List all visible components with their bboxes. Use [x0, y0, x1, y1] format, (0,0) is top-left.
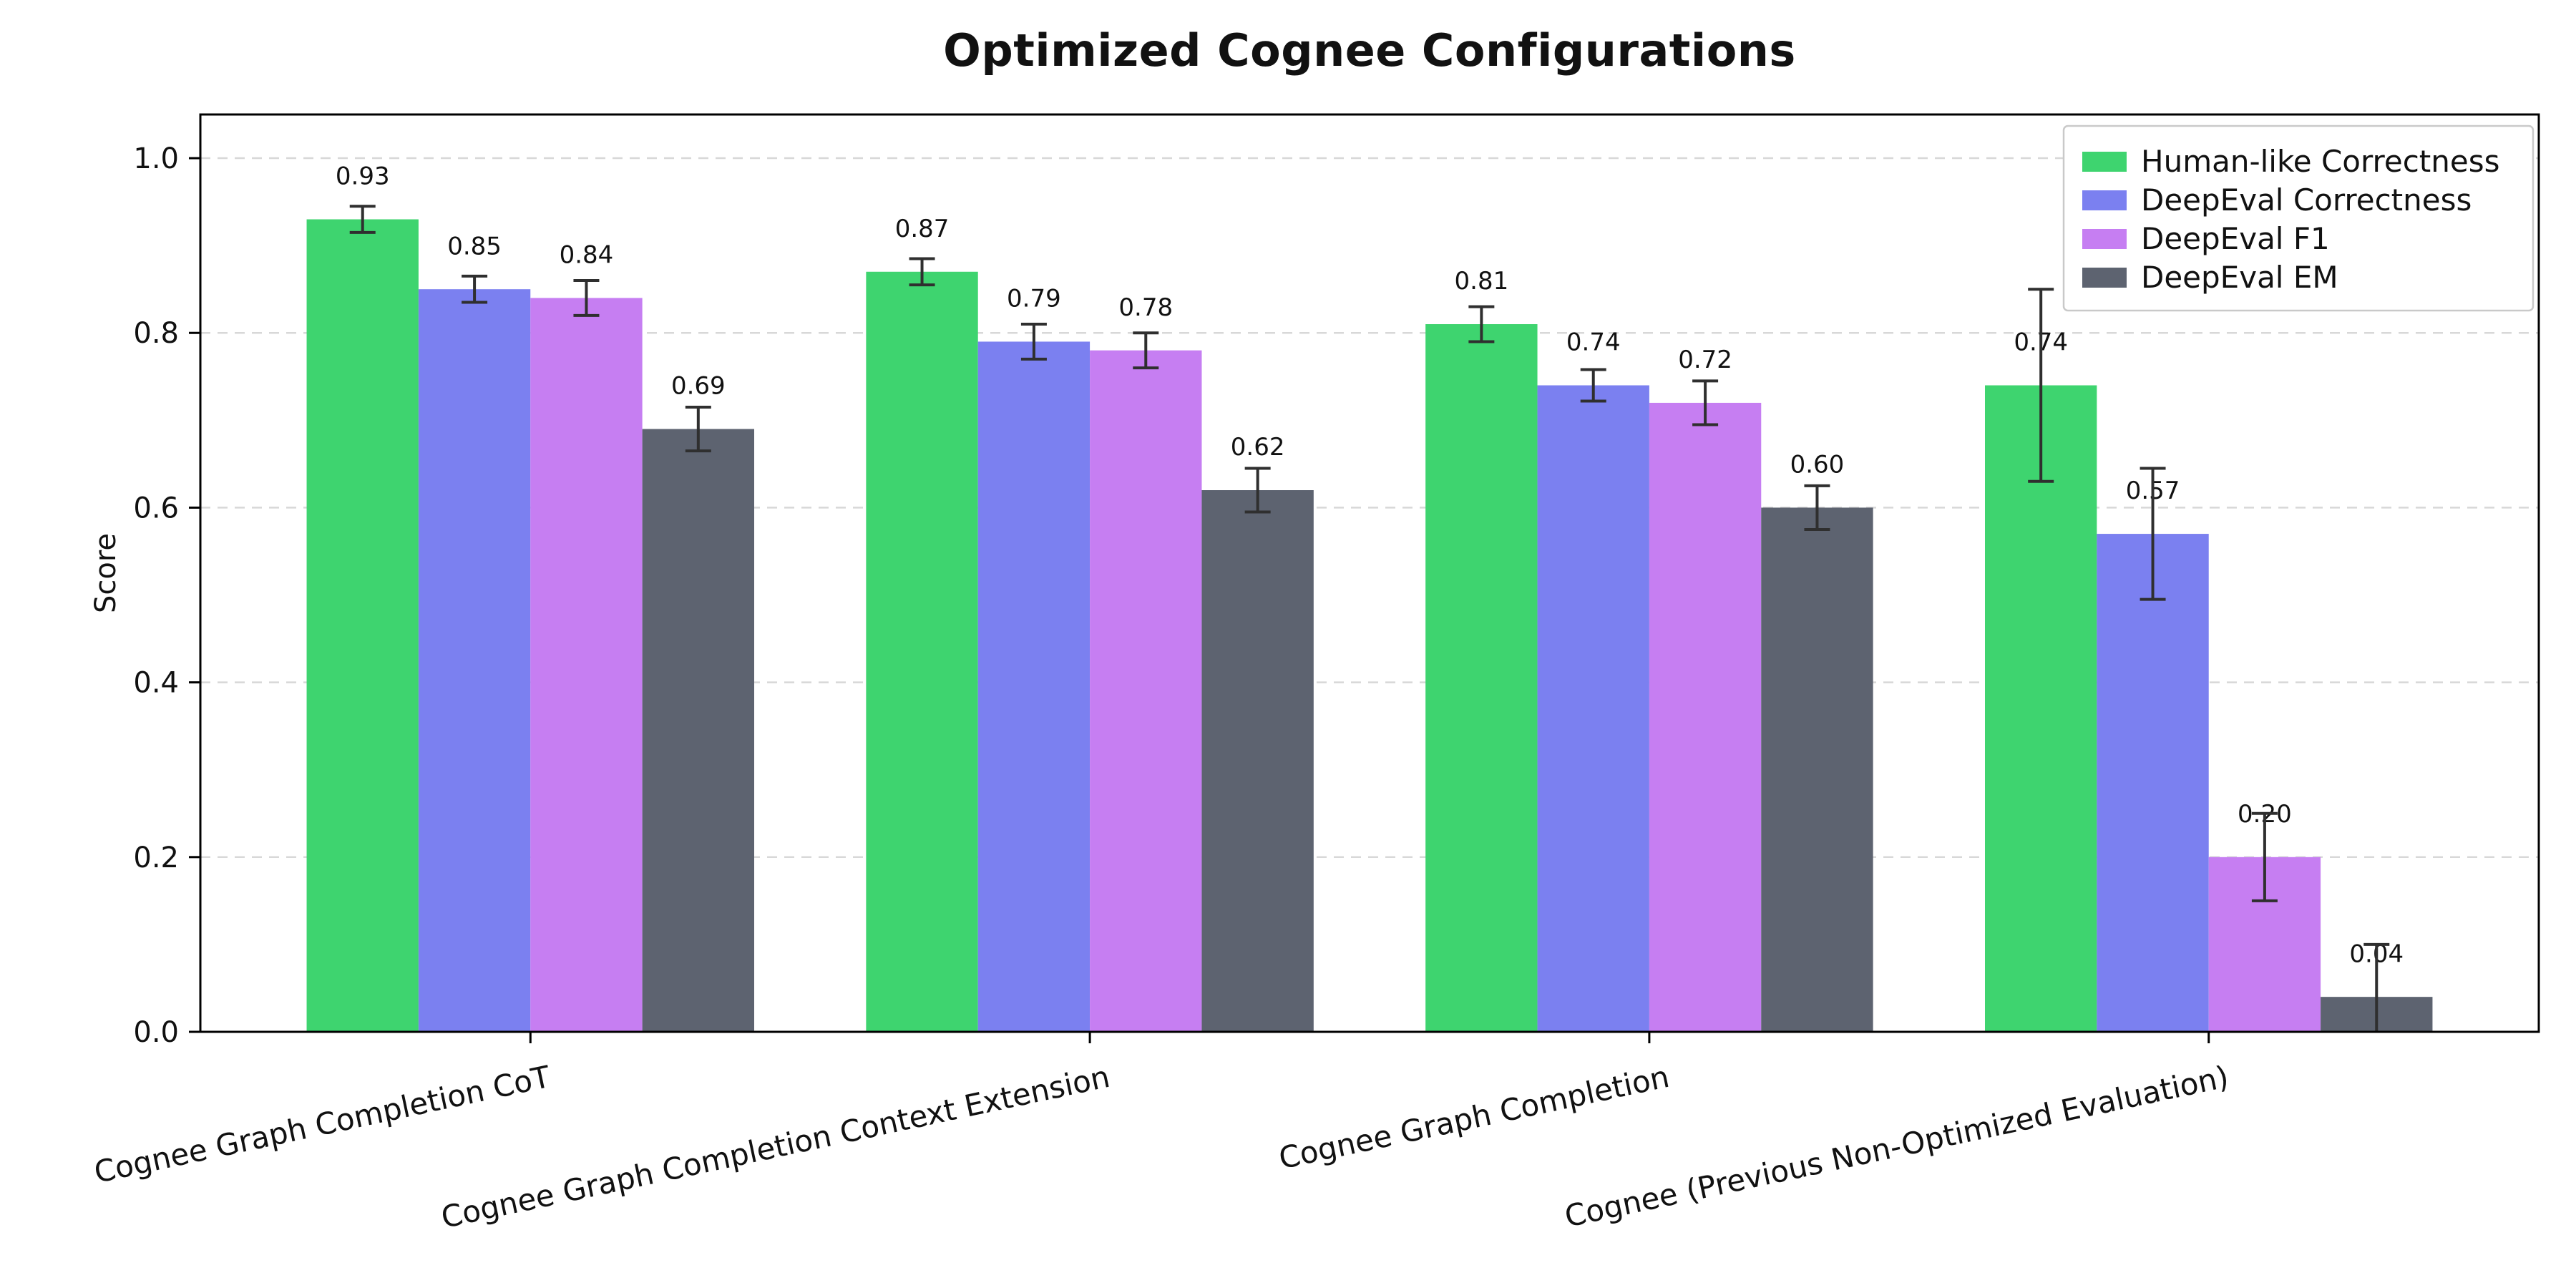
bar [642, 429, 754, 1032]
bar [1090, 350, 1202, 1033]
legend-item: DeepEval Correctness [2082, 182, 2472, 218]
error-bar [349, 205, 376, 234]
legend-label: DeepEval F1 [2141, 221, 2330, 256]
error-bar [1133, 331, 1159, 370]
bar [1649, 402, 1762, 1032]
y-tick-label: 0.8 [133, 317, 179, 350]
y-tick-label: 0.4 [133, 667, 179, 700]
bar-value-label: 0.72 [1678, 346, 1732, 374]
error-bar [1244, 467, 1271, 514]
legend-item: DeepEval EM [2082, 260, 2338, 295]
bar [2097, 534, 2209, 1032]
bar [1537, 385, 1649, 1032]
bar [1761, 507, 1873, 1032]
error-bar [909, 257, 935, 287]
y-tick-label: 0.6 [133, 492, 179, 525]
bar-value-label: 0.84 [560, 241, 614, 270]
bar-value-label: 0.81 [1455, 267, 1509, 296]
legend-label: Human-like Correctness [2141, 144, 2500, 179]
y-tick-label: 0.2 [133, 841, 179, 874]
y-tick-label: 0.0 [133, 1016, 179, 1049]
error-bar [2028, 288, 2054, 483]
legend-box [2062, 125, 2534, 312]
bar [866, 271, 978, 1032]
y-tick-label: 1.0 [133, 142, 179, 175]
x-tick-label: Cognee Graph Completion CoT [91, 1059, 553, 1190]
error-bar [2251, 811, 2278, 902]
chart-title: Optimized Cognee Configurations [943, 24, 1796, 77]
x-tick-label: Cognee Graph Completion [1276, 1059, 1672, 1176]
error-bar [2140, 467, 2166, 601]
bar [977, 341, 1091, 1032]
bar-value-label: 0.93 [336, 162, 390, 191]
error-bar [1692, 379, 1719, 426]
error-bar [573, 278, 600, 317]
legend-swatch [2082, 229, 2127, 249]
bar [1425, 324, 1538, 1032]
bar [306, 219, 419, 1032]
bar [418, 289, 531, 1033]
bar-value-label: 0.87 [895, 215, 950, 243]
legend-label: DeepEval Correctness [2141, 182, 2472, 218]
error-bar [685, 406, 711, 453]
error-bar [1468, 305, 1495, 343]
legend-item: DeepEval F1 [2082, 221, 2330, 256]
plot-border [199, 113, 2540, 1033]
error-bar [462, 274, 488, 304]
bar-value-label: 0.85 [447, 232, 502, 260]
bar-value-label: 0.78 [1118, 293, 1173, 322]
legend-swatch [2082, 152, 2127, 172]
bar-value-label: 0.62 [1231, 433, 1285, 462]
legend-swatch [2082, 190, 2127, 210]
bar-value-label: 0.74 [1566, 328, 1621, 357]
bar-value-label: 0.79 [1007, 285, 1061, 313]
legend-swatch [2082, 268, 2127, 288]
bar-value-label: 0.69 [671, 372, 726, 401]
error-bar [1804, 484, 1830, 531]
error-bar [2363, 942, 2390, 1032]
bar [1201, 490, 1314, 1032]
legend-item: Human-like Correctness [2082, 144, 2500, 179]
error-bar [1580, 368, 1606, 403]
bar-value-label: 0.60 [1790, 451, 1845, 479]
legend-label: DeepEval EM [2141, 260, 2338, 295]
bar [530, 298, 643, 1032]
error-bar [1020, 323, 1047, 361]
bar [1985, 385, 2097, 1032]
